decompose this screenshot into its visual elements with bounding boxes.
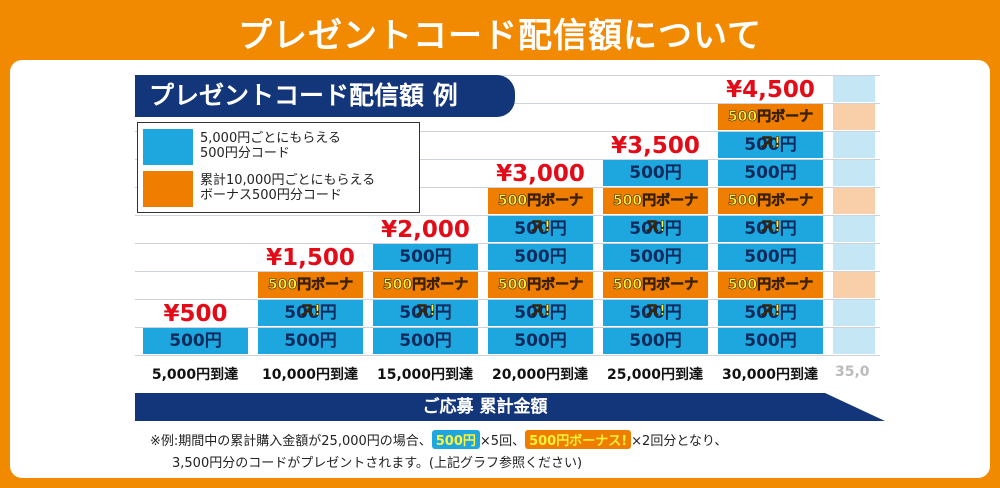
block: 500円ボーナス! — [603, 272, 708, 319]
note-badge: 500円 — [431, 430, 480, 449]
grid-line — [135, 159, 880, 160]
block: 500円ボーナス! — [718, 272, 823, 319]
title: プレゼントコード配信額について — [238, 16, 762, 56]
block: 500円ボーナス! — [603, 188, 708, 235]
grid-line — [135, 299, 880, 300]
grid-line — [135, 327, 880, 328]
x-label: 15,000円到達 — [376, 367, 474, 383]
block: 500円 — [718, 160, 823, 186]
x-label: 25,000円到達 — [606, 367, 704, 383]
grid-line — [135, 75, 880, 76]
block: 500円 — [603, 244, 708, 270]
block: 500円ボーナス! — [488, 272, 593, 319]
block: 500円 — [373, 300, 478, 326]
legend-swatch — [143, 129, 193, 165]
block: 500円 — [718, 244, 823, 270]
axis-label: ご応募 累計金額 — [422, 397, 548, 417]
note-line: 3,500円分のコードがプレゼントされます。(上記グラフ参照ください) — [172, 456, 583, 471]
legend: 5,000円ごとにもらえる 500円分コード 累計10,000円ごとにもらえる ボー… — [137, 122, 420, 213]
legend-swatch — [143, 171, 193, 207]
block: 500円ボーナス! — [718, 188, 823, 235]
grid-line — [135, 355, 880, 356]
total-label: ¥2,000 — [381, 217, 470, 243]
block: 500円 — [718, 300, 823, 326]
legend-line: 5,000円ごとにもらえる — [200, 131, 341, 146]
block: 500円 — [603, 328, 708, 354]
legend-line: ボーナス500円分コード — [200, 188, 342, 203]
block: 500円 — [718, 132, 823, 158]
grid-line — [135, 215, 880, 216]
faded-block — [833, 104, 875, 130]
block: 500円ボーナス! — [373, 272, 478, 319]
grid-line — [135, 243, 880, 244]
block: 500円 — [488, 300, 593, 326]
x-label: 5,000円到達 — [151, 367, 239, 383]
grid-line — [135, 271, 880, 272]
legend-line: 500円分コード — [200, 146, 290, 161]
x-label: 10,000円到達 — [261, 367, 359, 383]
block: 500円 — [373, 328, 478, 354]
note-line: ※例:期間中の累計購入金額が25,000円の場合、 500円 ×5回、 500円ボーナ… — [150, 430, 727, 449]
block: 500円 — [488, 216, 593, 242]
faded-block — [833, 244, 875, 270]
block: 500円ボーナス! — [258, 272, 363, 319]
faded-block — [833, 76, 875, 102]
block: 500円 — [718, 216, 823, 242]
faded-block — [833, 272, 875, 298]
block: 500円 — [603, 300, 708, 326]
note-text: ※例:期間中の累計購入金額が25,000円の場合、 — [150, 434, 432, 449]
note-text: ×5回、 — [479, 434, 526, 449]
faded-block — [833, 328, 875, 354]
legend-text: 累計10,000円ごとにもらえる ボーナス500円分コード — [200, 173, 375, 203]
note-badge: 500円ボーナス! — [525, 430, 632, 449]
faded-label: 35,0 — [835, 364, 870, 380]
x-label: 30,000円到達 — [721, 367, 819, 383]
block: 500円 — [718, 328, 823, 354]
faded-block — [833, 300, 875, 326]
note-text: ×2回分となり、 — [631, 434, 728, 449]
block: 500円 — [258, 328, 363, 354]
faded-block — [833, 216, 875, 242]
total-label: ¥500 — [163, 301, 228, 327]
block: 500円 — [258, 300, 363, 326]
block: 500円ボーナス! — [488, 188, 593, 235]
x-label: 20,000円到達 — [491, 367, 589, 383]
block: 500円 — [603, 216, 708, 242]
grid-line — [135, 187, 880, 188]
block: 500円 — [488, 244, 593, 270]
total-label: ¥3,000 — [496, 161, 585, 187]
legend-line: 累計10,000円ごとにもらえる — [200, 173, 376, 188]
total-label: ¥3,500 — [611, 133, 700, 159]
faded-block — [833, 132, 875, 158]
block: 500円 — [488, 328, 593, 354]
faded-block — [833, 188, 875, 214]
total-label: ¥4,500 — [726, 77, 815, 103]
block: 500円 — [143, 328, 248, 354]
section-label: プレゼントコード配信額 例 — [135, 75, 515, 117]
faded-block — [833, 160, 875, 186]
block: 500円 — [603, 160, 708, 186]
block: 500円ボーナス! — [718, 104, 823, 151]
legend-text: 5,000円ごとにもらえる 500円分コード — [200, 131, 341, 161]
axis-arrow — [135, 393, 885, 421]
total-label: ¥1,500 — [266, 245, 355, 271]
grid-line — [135, 131, 880, 132]
block: 500円 — [373, 244, 478, 270]
